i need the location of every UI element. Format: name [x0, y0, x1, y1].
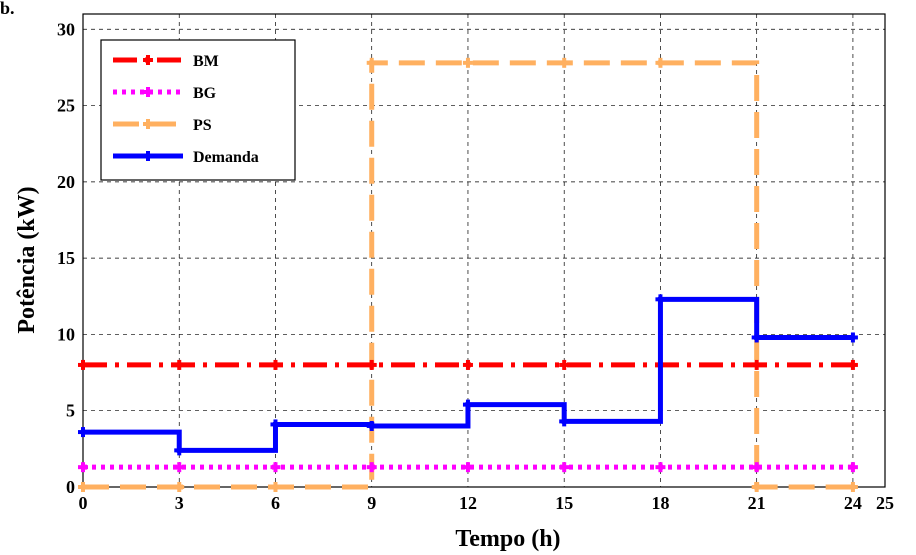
data-point-ps: [559, 57, 570, 68]
data-point-ps: [655, 57, 666, 68]
series-layer: [78, 57, 858, 492]
corner-label: b.: [0, 0, 15, 18]
x-tick-label: 18: [651, 493, 669, 513]
data-point-ps: [462, 57, 473, 68]
data-point-demanda: [174, 445, 185, 456]
series-line-ps: [83, 60, 853, 490]
x-axis-title: Tempo (h): [455, 526, 560, 552]
y-axis-title: Potência (kW): [14, 186, 40, 333]
y-tick-label: 25: [57, 96, 75, 116]
legend-label: BG: [193, 85, 217, 102]
x-tick-label: 9: [367, 493, 376, 513]
tick-labels: 0 3 6 9 12 15 18 21 24 25 0 5 10 15 20 25 30: [57, 19, 894, 513]
data-point-bg: [751, 462, 762, 473]
data-point-bm: [559, 359, 570, 370]
y-tick-label: 30: [57, 19, 75, 39]
x-tick-label: 21: [748, 493, 766, 513]
data-point-ps: [751, 482, 762, 492]
data-point-bm: [751, 359, 762, 370]
legend-label: PS: [193, 117, 212, 134]
data-point-ps: [366, 57, 377, 68]
legend-item-bg: BG: [113, 85, 217, 102]
data-point-bm: [270, 359, 281, 370]
data-point-bg: [847, 462, 858, 473]
series-line-demanda: [83, 296, 853, 453]
data-point-demanda: [655, 294, 666, 305]
legend-item-bm: BM: [113, 53, 219, 70]
data-point-bg: [366, 462, 377, 473]
data-point-bm: [462, 359, 473, 370]
x-tick-label: 15: [555, 493, 573, 513]
data-point-demanda: [270, 419, 281, 430]
x-tick-label: 24: [844, 493, 862, 513]
data-point-bm: [847, 359, 858, 370]
data-point-bm: [78, 359, 88, 370]
y-tick-label: 5: [66, 401, 75, 421]
legend-item-ps: PS: [113, 117, 212, 134]
data-point-demanda: [847, 332, 858, 343]
legend-label: Demanda: [193, 149, 259, 166]
x-tick-label: 12: [459, 493, 477, 513]
legend-label: BM: [193, 53, 219, 70]
data-point-bg: [174, 462, 185, 473]
x-tick-label: 6: [271, 493, 280, 513]
data-point-bg: [559, 462, 570, 473]
data-point-demanda: [462, 399, 473, 410]
y-tick-label: 15: [57, 248, 75, 268]
data-point-demanda: [751, 332, 762, 343]
data-point-bm: [366, 359, 377, 370]
data-point-bg: [270, 462, 281, 473]
data-point-ps: [78, 482, 88, 492]
data-point-bg: [462, 462, 473, 473]
data-point-demanda: [366, 420, 377, 431]
y-tick-label: 20: [57, 172, 75, 192]
data-point-bg: [655, 462, 666, 473]
data-point-ps: [270, 482, 281, 492]
y-tick-label: 10: [57, 324, 75, 344]
legend-item-demanda: Demanda: [113, 149, 259, 166]
data-point-bm: [174, 359, 185, 370]
x-tick-label: 0: [79, 493, 88, 513]
data-point-demanda: [559, 416, 570, 427]
data-point-bg: [78, 462, 88, 473]
x-tick-label: 3: [175, 493, 184, 513]
legend: BM BG PS Demanda: [100, 39, 296, 181]
data-point-ps: [847, 482, 858, 492]
data-point-ps: [174, 482, 185, 492]
x-tick-label: 25: [876, 493, 894, 513]
data-point-demanda: [78, 427, 88, 438]
y-tick-label: 0: [66, 477, 75, 497]
